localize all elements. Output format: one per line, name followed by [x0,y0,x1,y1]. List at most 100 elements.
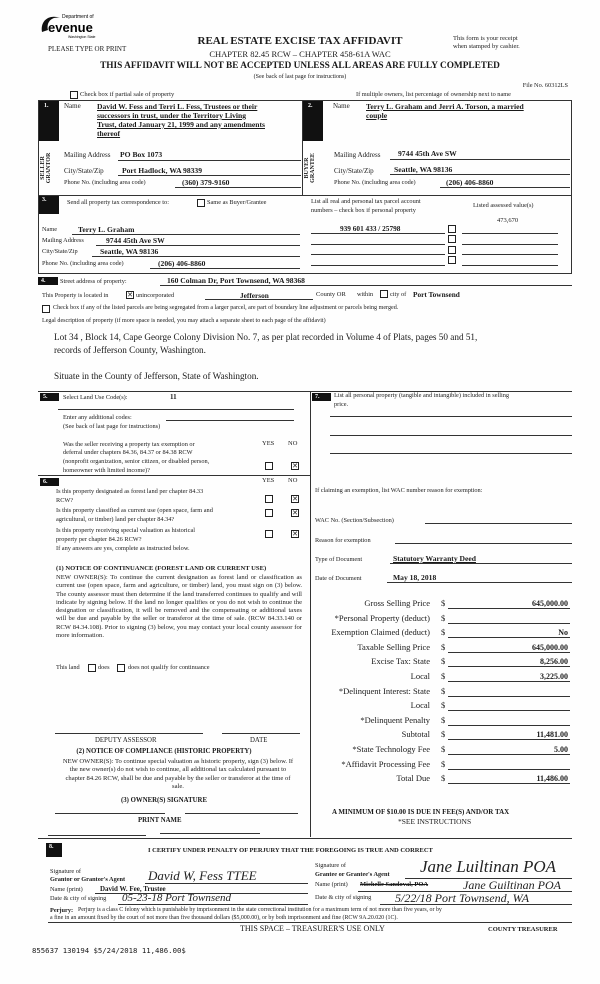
section1-tab [39,101,59,141]
county-field[interactable]: Jefferson [240,291,269,300]
grantee-name-field[interactable]: Jane Guiltinan POA [463,878,561,892]
tax-row-value[interactable]: 11,481.00 [536,730,568,740]
parties-box [38,100,572,274]
personal-property-checkbox[interactable] [448,235,456,243]
personal-property-checkbox[interactable] [448,246,456,254]
exemption-wac-label: If claiming an exemption, list WAC numbe… [315,487,483,494]
grantee-name-label: Name (print) [315,881,348,888]
seller-name-line: Trust, dated January 21, 1999 and any am… [97,120,265,129]
current-use-yes-checkbox[interactable] [265,509,273,517]
tax-row-line [448,681,570,682]
perjury-text: Perjury is a class C felony which is pun… [78,907,442,913]
buyer-city-label: City/State/Zip [334,167,374,175]
tax-row-label: Exemption Claimed (deduct) [331,627,430,638]
tax-row-line [448,739,570,741]
legal-description-line: records of Jefferson County, Washington. [54,345,206,355]
doc-type-field[interactable]: Statutory Warranty Deed [393,554,476,563]
buyer-phone-field[interactable]: (206) 406-8860 [446,178,494,187]
tax-row-label: *State Technology Fee [352,744,430,754]
corr-mailing-field[interactable]: 9744 45th Ave SW [106,236,165,245]
same-as-buyer-checkbox[interactable] [197,199,205,207]
buyer-city-field[interactable]: Seattle, WA 98136 [394,165,453,174]
does-not-qualify-checkbox[interactable] [117,664,125,672]
personal-property-line[interactable] [330,416,572,417]
warning-banner: THIS AFFIDAVIT WILL NOT BE ACCEPTED UNLE… [100,61,500,71]
tax-row-line [448,637,570,639]
tax-row-value[interactable]: 645,000.00 [532,599,568,608]
doc-date-field[interactable]: May 18, 2018 [393,573,437,582]
see-instructions-note: *SEE INSTRUCTIONS [398,817,472,826]
tax-row-value[interactable]: No [558,628,568,638]
dollar-sign: $ [441,714,446,725]
county-treasurer-label: COUNTY TREASURER [488,926,558,933]
see-back-note: (See back of last page for instructions) [253,74,347,80]
personal-property-label: List all personal property (tangible and… [334,392,510,399]
grantor-signature-label-2: Grantor or Grantor's Agent [50,876,126,883]
personal-property-line[interactable] [330,435,572,436]
grantor-date-label: Date & city of signing [50,895,107,902]
personal-property-checkbox[interactable] [448,256,456,264]
seller-city-field[interactable]: Port Hadlock, WA 98339 [122,166,203,175]
tax-row-label: *Personal Property (deduct) [334,612,430,623]
certification-statement: I CERTIFY UNDER PENALTY OF PERJURY THAT … [148,847,433,854]
street-address-field[interactable]: 160 Colman Dr, Port Townsend, WA 98368 [167,276,305,285]
dollar-sign: $ [441,685,446,696]
city-field[interactable]: Port Townsend [413,290,460,299]
exemption-no-checkbox[interactable]: ✕ [291,462,299,470]
corr-phone-label: Phone No. (including area code) [42,260,124,267]
tax-row-label: *Delinquent Penalty [360,714,430,725]
does-not-label: does not qualify for continuance [128,664,210,671]
grantor-name-field[interactable]: David W. Fee, Trustee [100,885,166,893]
forest-no-checkbox[interactable]: ✕ [291,495,299,503]
corr-phone-field[interactable]: (206) 406-8860 [158,259,206,268]
personal-property-checkbox[interactable] [448,225,456,233]
buyer-mailing-field[interactable]: 9744 45th Ave SW [398,149,457,158]
city-checkbox[interactable] [380,290,388,298]
situate-line: Situate in the County of Jefferson, Stat… [54,371,259,381]
corr-name-field[interactable]: Terry L. Graham [78,225,135,234]
exemption-question: Was the seller receiving a property tax … [63,441,195,448]
forest-yes-checkbox[interactable] [265,495,273,503]
does-qualify-checkbox[interactable] [88,664,96,672]
assessed-value-field[interactable]: 473,670 [497,217,519,224]
grantee-signature[interactable]: Jane Luiltinan POA [420,857,556,876]
treasurer-use-label: THIS SPACE – TREASURER'S USE ONLY [240,924,385,933]
parcel-number-field[interactable]: 939 601 433 / 25798 [340,224,401,233]
tax-row-value[interactable]: 11,486.00 [536,774,568,784]
partial-sale-checkbox[interactable] [70,91,78,99]
tax-row-value[interactable]: 8,256.00 [540,657,568,667]
yes-header: YES [262,477,275,484]
historic-no-checkbox[interactable]: ✕ [291,530,299,538]
buyer-name-label: Name [333,102,350,110]
notice-compliance-text: NEW OWNER(S): To continue special valuat… [62,758,294,790]
land-use-field[interactable]: 11 [170,393,177,401]
historic-question: Is this property receiving special valua… [56,527,196,534]
tax-row-value[interactable]: 3,225.00 [540,672,568,681]
tax-row-value[interactable]: 5.00 [554,745,568,754]
exemption-yes-checkbox[interactable] [265,462,273,470]
tax-row-line [448,651,570,653]
grantor-signature[interactable]: David W, Fess TTEE [148,868,257,883]
tax-row-line [448,622,570,624]
grantor-date-field[interactable]: 05-23-18 Port Townsend [122,892,231,904]
seller-name-line: thereof [97,129,121,138]
dor-logo: Department of evenue Washington State [38,10,98,40]
seller-mailing-field[interactable]: PO Box 1073 [120,150,163,159]
historic-yes-checkbox[interactable] [265,530,273,538]
section7-number: 7. [312,393,331,401]
corr-city-field[interactable]: Seattle, WA 98136 [100,247,159,256]
seller-phone-field[interactable]: (360) 379-9160 [182,178,230,187]
tax-row-value[interactable]: 645,000.00 [532,642,568,652]
deputy-assessor-label: DEPUTY ASSESSOR [95,737,157,744]
exemption-question: homeowner with limited income)? [63,467,150,474]
grantee-date-field[interactable]: 5/22/18 Port Townsend, WA [395,891,530,905]
city-of-label: city of [390,291,407,298]
personal-property-line[interactable] [330,453,572,454]
segregated-checkbox[interactable] [42,305,50,313]
section2-number: 2. [308,103,313,109]
unincorporated-checkbox[interactable]: ✕ [126,291,134,299]
owner-signature-label: (3) OWNER(S) SIGNATURE [121,797,207,804]
reason-field[interactable] [395,543,572,544]
current-use-no-checkbox[interactable]: ✕ [291,509,299,517]
wac-field[interactable] [425,523,572,524]
